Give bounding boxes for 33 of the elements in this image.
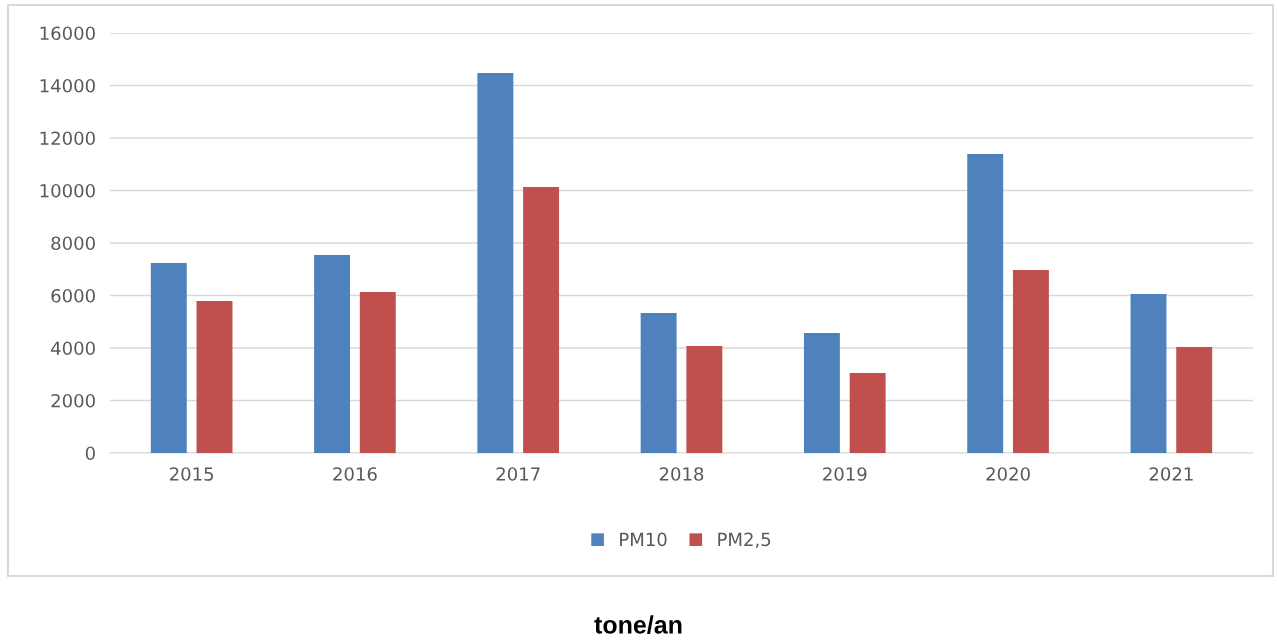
y-tick-label: 14000	[40, 78, 95, 93]
bar	[803, 333, 840, 453]
text: tone/an	[594, 615, 682, 634]
x-tick-label: 2017	[496, 467, 540, 481]
y-tick-label: 12000	[40, 131, 95, 146]
y-tick-label: 0	[85, 446, 95, 461]
bar	[523, 187, 560, 453]
x-tick-label: 2016	[333, 467, 377, 481]
bar	[477, 72, 514, 453]
bar	[1130, 293, 1167, 453]
y-tick-label: 10000	[40, 183, 95, 198]
y-tick-label: 6000	[51, 288, 95, 303]
bar	[967, 154, 1004, 453]
bar	[1176, 346, 1213, 453]
x-tick-label: 2015	[169, 467, 214, 481]
y-tick-label: 8000	[51, 236, 95, 251]
x-tick-label: 2020	[986, 467, 1030, 481]
bar	[640, 313, 677, 453]
bar	[686, 345, 723, 453]
legend-label: PM10	[620, 532, 667, 547]
bar	[359, 292, 396, 453]
bar	[150, 262, 187, 453]
x-tick-label: 2019	[823, 467, 867, 481]
x-tick-label: 2018	[659, 467, 704, 481]
y-tick-label: 4000	[51, 341, 95, 356]
bar	[314, 255, 351, 453]
bar	[849, 372, 886, 453]
bar	[196, 301, 233, 453]
x-tick-label: 2021	[1149, 467, 1193, 481]
bar	[1012, 270, 1049, 453]
legend-label: PM2,5	[718, 532, 771, 549]
y-tick-label: 16000	[40, 26, 95, 41]
y-tick-label: 2000	[51, 393, 95, 408]
